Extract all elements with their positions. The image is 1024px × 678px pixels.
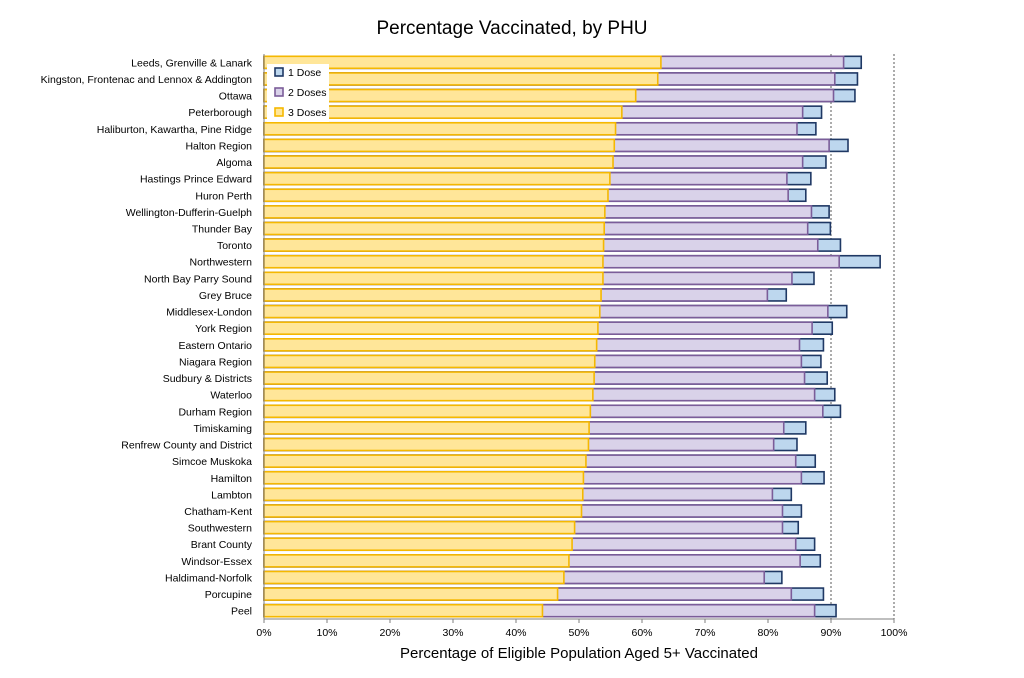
bar-3-doses bbox=[263, 205, 606, 219]
x-tick-label: 70% bbox=[694, 627, 715, 639]
x-tick-label: 80% bbox=[757, 627, 778, 639]
bar-3-doses bbox=[263, 171, 611, 186]
category-label: Leeds, Grenville & Lanark bbox=[131, 57, 253, 69]
bar-3-doses bbox=[263, 138, 616, 153]
category-label: Simcoe Muskoka bbox=[172, 456, 252, 468]
category-label: Lambton bbox=[211, 489, 252, 501]
legend-swatch bbox=[274, 87, 284, 97]
bar-3-doses bbox=[263, 587, 559, 601]
bar-3-doses bbox=[263, 487, 584, 502]
x-tick-label: 90% bbox=[820, 627, 841, 639]
bar-3-doses bbox=[263, 304, 601, 319]
category-label: Chatham-Kent bbox=[184, 506, 252, 518]
bar-3-doses bbox=[263, 288, 602, 302]
category-label: Timiskaming bbox=[193, 423, 252, 435]
category-label: Hamilton bbox=[211, 473, 253, 485]
x-tick-label: 40% bbox=[505, 627, 526, 639]
bar-3-doses bbox=[263, 520, 576, 535]
bar-3-doses bbox=[263, 121, 617, 136]
category-label: Porcupine bbox=[205, 589, 252, 601]
x-tick-label: 100% bbox=[881, 627, 908, 639]
bar-3-doses bbox=[263, 437, 590, 452]
bar-3-doses bbox=[263, 537, 573, 552]
legend-swatch bbox=[274, 67, 284, 77]
legend-label: 2 Doses bbox=[288, 87, 327, 99]
x-tick-label: 30% bbox=[442, 627, 463, 639]
category-label: Wellington-Dufferin-Guelph bbox=[126, 207, 252, 219]
bar-3-doses bbox=[263, 603, 544, 618]
bar-3-doses bbox=[263, 271, 604, 286]
bar-3-doses bbox=[263, 554, 570, 568]
bar-3-doses bbox=[263, 254, 604, 269]
bar-3-doses bbox=[263, 371, 595, 385]
x-axis-title: Percentage of Eligible Population Aged 5… bbox=[400, 645, 758, 662]
category-label: York Region bbox=[195, 323, 252, 335]
category-label: Sudbury & Districts bbox=[163, 373, 252, 385]
category-label: Niagara Region bbox=[179, 356, 252, 368]
bar-3-doses bbox=[263, 338, 598, 352]
bar-3-doses bbox=[263, 238, 605, 252]
category-label: Haliburton, Kawartha, Pine Ridge bbox=[97, 124, 252, 136]
category-label: Durham Region bbox=[178, 406, 252, 418]
category-label: Peel bbox=[231, 606, 252, 618]
category-label: Algoma bbox=[216, 157, 252, 169]
category-label: Grey Bruce bbox=[199, 290, 252, 302]
bar-3-doses bbox=[263, 454, 587, 468]
category-label: Brant County bbox=[191, 539, 253, 551]
category-label: Haldimand-Norfolk bbox=[165, 572, 253, 584]
category-label: Eastern Ontario bbox=[178, 340, 252, 352]
category-label: Halton Region bbox=[185, 140, 252, 152]
chart-title: Percentage Vaccinated, by PHU bbox=[376, 18, 648, 39]
legend-swatch bbox=[274, 107, 284, 117]
category-label: Middlesex-London bbox=[166, 307, 252, 319]
category-label: Windsor-Essex bbox=[181, 556, 252, 568]
bar-3-doses bbox=[263, 221, 606, 236]
category-label: North Bay Parry Sound bbox=[144, 273, 252, 285]
bar-3-doses bbox=[263, 404, 592, 419]
bar-3-doses bbox=[263, 387, 594, 402]
legend-label: 1 Dose bbox=[288, 67, 321, 79]
category-label: Kingston, Frontenac and Lennox & Addingt… bbox=[41, 74, 252, 86]
category-label: Waterloo bbox=[210, 390, 252, 402]
bar-3-doses bbox=[263, 354, 596, 369]
bar-3-doses bbox=[263, 155, 614, 169]
category-label: Thunder Bay bbox=[192, 223, 253, 235]
category-label: Toronto bbox=[217, 240, 252, 252]
category-label: Hastings Prince Edward bbox=[140, 174, 252, 186]
legend-label: 3 Doses bbox=[288, 107, 327, 119]
x-tick-label: 20% bbox=[379, 627, 400, 639]
x-tick-label: 50% bbox=[568, 627, 589, 639]
bar-3-doses bbox=[263, 570, 565, 585]
bar-3-doses bbox=[263, 470, 585, 485]
category-label: Northwestern bbox=[190, 257, 253, 269]
category-label: Renfrew County and District bbox=[121, 440, 252, 452]
category-label: Southwestern bbox=[188, 523, 252, 535]
category-label: Peterborough bbox=[188, 107, 252, 119]
x-tick-label: 60% bbox=[631, 627, 652, 639]
x-tick-label: 10% bbox=[316, 627, 337, 639]
bar-3-doses bbox=[263, 188, 609, 203]
x-tick-label: 0% bbox=[256, 627, 271, 639]
bar-3-doses bbox=[263, 321, 599, 335]
bar-3-doses bbox=[263, 421, 590, 435]
category-label: Huron Perth bbox=[195, 190, 252, 202]
bar-3-doses bbox=[263, 504, 583, 518]
category-label: Ottawa bbox=[219, 91, 252, 103]
